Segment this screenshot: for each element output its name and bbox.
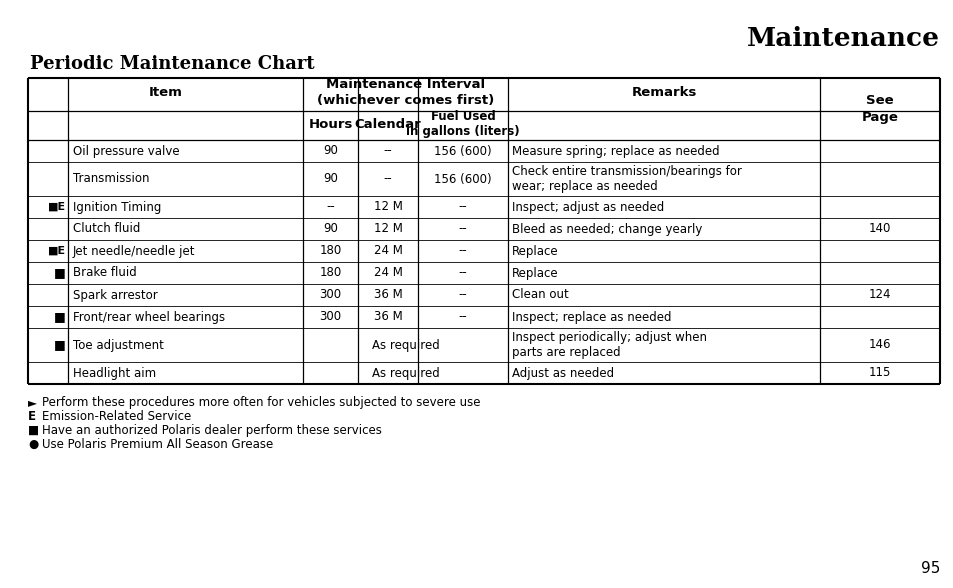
Text: Measure spring; replace as needed: Measure spring; replace as needed bbox=[512, 145, 719, 158]
Text: Replace: Replace bbox=[512, 266, 558, 279]
Text: Inspect; replace as needed: Inspect; replace as needed bbox=[512, 310, 671, 323]
Text: Inspect; adjust as needed: Inspect; adjust as needed bbox=[512, 201, 663, 213]
Text: Maintenance Interval
(whichever comes first): Maintenance Interval (whichever comes fi… bbox=[316, 78, 494, 107]
Text: ■E: ■E bbox=[48, 202, 66, 212]
Text: 95: 95 bbox=[920, 561, 939, 576]
Text: ●: ● bbox=[28, 438, 38, 451]
Text: 300: 300 bbox=[319, 310, 341, 323]
Text: Check entire transmission/bearings for
wear; replace as needed: Check entire transmission/bearings for w… bbox=[512, 165, 741, 193]
Text: --: -- bbox=[458, 310, 467, 323]
Text: ■: ■ bbox=[54, 266, 66, 279]
Text: 90: 90 bbox=[323, 172, 337, 185]
Text: Use Polaris Premium All Season Grease: Use Polaris Premium All Season Grease bbox=[42, 438, 273, 451]
Text: --: -- bbox=[383, 172, 392, 185]
Text: Item: Item bbox=[149, 86, 182, 99]
Text: Periodic Maintenance Chart: Periodic Maintenance Chart bbox=[30, 55, 314, 73]
Text: Fuel Used
in gallons (liters): Fuel Used in gallons (liters) bbox=[406, 111, 519, 139]
Text: --: -- bbox=[458, 245, 467, 258]
Text: Toe adjustment: Toe adjustment bbox=[73, 339, 164, 352]
Text: --: -- bbox=[458, 266, 467, 279]
Text: Transmission: Transmission bbox=[73, 172, 150, 185]
Text: 124: 124 bbox=[868, 289, 890, 302]
Text: Perform these procedures more often for vehicles subjected to severe use: Perform these procedures more often for … bbox=[42, 396, 480, 409]
Text: Hours: Hours bbox=[308, 118, 353, 131]
Text: Emission-Related Service: Emission-Related Service bbox=[42, 410, 191, 423]
Text: Maintenance: Maintenance bbox=[746, 26, 939, 51]
Text: Have an authorized Polaris dealer perform these services: Have an authorized Polaris dealer perfor… bbox=[42, 424, 381, 437]
Text: Spark arrestor: Spark arrestor bbox=[73, 289, 157, 302]
Text: ■: ■ bbox=[54, 339, 66, 352]
Text: --: -- bbox=[458, 222, 467, 236]
Text: 12 M: 12 M bbox=[374, 222, 402, 236]
Text: E: E bbox=[28, 410, 36, 423]
Text: As required: As required bbox=[372, 339, 439, 352]
Text: 156 (600): 156 (600) bbox=[434, 172, 492, 185]
Text: 90: 90 bbox=[323, 222, 337, 236]
Text: 12 M: 12 M bbox=[374, 201, 402, 213]
Text: Headlight aim: Headlight aim bbox=[73, 366, 156, 379]
Text: Front/rear wheel bearings: Front/rear wheel bearings bbox=[73, 310, 225, 323]
Text: ■: ■ bbox=[28, 424, 39, 437]
Text: ■E: ■E bbox=[48, 246, 66, 256]
Text: Replace: Replace bbox=[512, 245, 558, 258]
Text: Remarks: Remarks bbox=[631, 86, 696, 99]
Text: 24 M: 24 M bbox=[374, 266, 402, 279]
Text: 90: 90 bbox=[323, 145, 337, 158]
Text: Clutch fluid: Clutch fluid bbox=[73, 222, 140, 236]
Text: --: -- bbox=[383, 145, 392, 158]
Text: Clean out: Clean out bbox=[512, 289, 568, 302]
Text: Bleed as needed; change yearly: Bleed as needed; change yearly bbox=[512, 222, 701, 236]
Text: 180: 180 bbox=[319, 266, 341, 279]
Text: --: -- bbox=[458, 289, 467, 302]
Text: ►: ► bbox=[28, 396, 37, 409]
Text: Ignition Timing: Ignition Timing bbox=[73, 201, 161, 213]
Text: See
Page: See Page bbox=[861, 94, 898, 124]
Text: 300: 300 bbox=[319, 289, 341, 302]
Text: Jet needle/needle jet: Jet needle/needle jet bbox=[73, 245, 195, 258]
Text: 140: 140 bbox=[868, 222, 890, 236]
Text: 36 M: 36 M bbox=[374, 289, 402, 302]
Text: 180: 180 bbox=[319, 245, 341, 258]
Text: Oil pressure valve: Oil pressure valve bbox=[73, 145, 179, 158]
Text: Adjust as needed: Adjust as needed bbox=[512, 366, 614, 379]
Text: 24 M: 24 M bbox=[374, 245, 402, 258]
Text: Calendar: Calendar bbox=[355, 118, 421, 131]
Text: 156 (600): 156 (600) bbox=[434, 145, 492, 158]
Text: 146: 146 bbox=[868, 339, 890, 352]
Text: --: -- bbox=[326, 201, 335, 213]
Text: As required: As required bbox=[372, 366, 439, 379]
Text: ■: ■ bbox=[54, 310, 66, 323]
Text: Inspect periodically; adjust when
parts are replaced: Inspect periodically; adjust when parts … bbox=[512, 330, 706, 359]
Text: Brake fluid: Brake fluid bbox=[73, 266, 136, 279]
Text: --: -- bbox=[458, 201, 467, 213]
Text: 36 M: 36 M bbox=[374, 310, 402, 323]
Text: 115: 115 bbox=[868, 366, 890, 379]
